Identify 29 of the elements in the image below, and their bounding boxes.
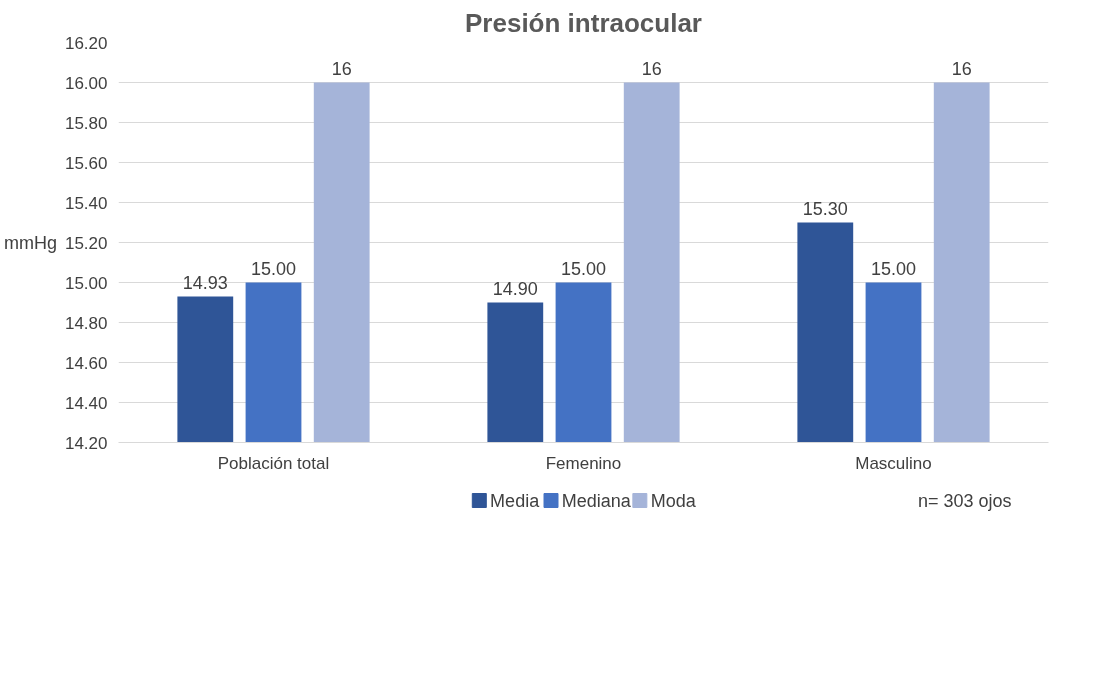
legend-label: Media: [490, 490, 541, 511]
y-tick-label: 15.00: [64, 273, 108, 293]
x-tick-label: Población total: [217, 453, 330, 473]
text: n= 303 ojos: [917, 490, 1012, 511]
data-label: 15.00: [870, 258, 917, 279]
y-tick-label: 14.80: [64, 313, 108, 333]
y-tick-label: 14.40: [64, 393, 108, 413]
data-label: 16: [951, 58, 972, 79]
y-tick-label: 16.20: [64, 33, 108, 53]
y-tick-label: 15.80: [64, 113, 108, 133]
y-axis-title: mmHg: [3, 232, 57, 253]
data-label: 14.93: [182, 272, 228, 293]
legend-label: Mediana: [561, 490, 632, 511]
y-tick-label: 16.00: [64, 73, 108, 93]
data-label: 15.00: [560, 258, 607, 279]
data-label: 15.00: [250, 258, 297, 279]
y-tick-label: 15.20: [64, 233, 108, 253]
x-tick-label: Femenino: [545, 453, 622, 473]
data-label: 16: [641, 58, 662, 79]
y-tick-label: 14.60: [64, 353, 108, 373]
data-label: 15.30: [802, 198, 848, 219]
data-label: 14.90: [492, 278, 538, 299]
y-tick-label: 14.20: [64, 433, 108, 453]
data-label: 16: [331, 58, 352, 79]
y-tick-label: 15.60: [64, 153, 108, 173]
x-tick-label: Masculino: [855, 453, 932, 473]
chart-title: Presión intraocular: [465, 7, 702, 38]
y-tick-label: 15.40: [64, 193, 108, 213]
legend-label: Moda: [650, 490, 697, 511]
